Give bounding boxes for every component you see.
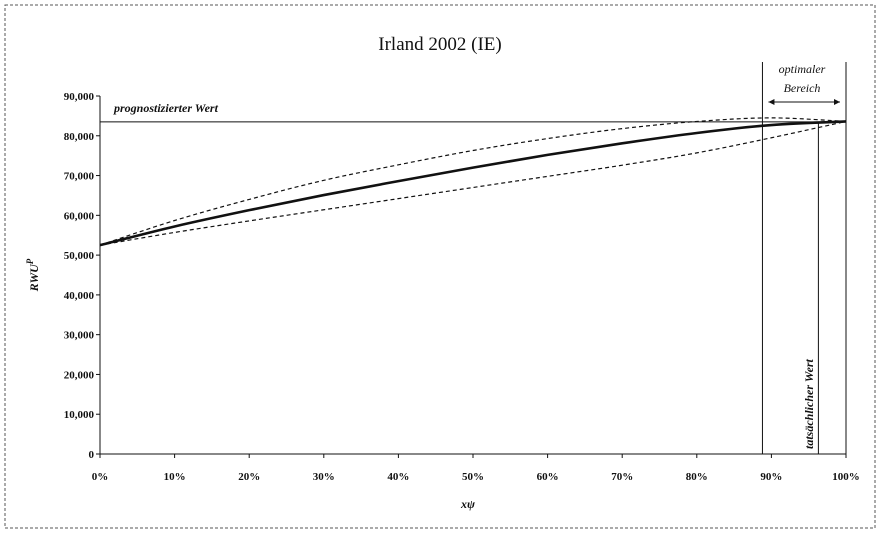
y-tick-label: 80,000 xyxy=(64,131,95,143)
x-tick-label: 10% xyxy=(164,471,186,483)
optimal-range-arrowhead-right xyxy=(834,99,840,105)
annotation-predicted: prognostizierter Wert xyxy=(113,101,219,115)
annotation-actual: tatsächlicher Wert xyxy=(802,358,816,449)
y-tick-label: 30,000 xyxy=(64,330,95,342)
annotation-optimal-line1: optimaler xyxy=(779,62,826,76)
y-tick-label: 20,000 xyxy=(64,369,95,381)
x-tick-label: 60% xyxy=(537,471,559,483)
x-tick-label: 100% xyxy=(832,471,860,483)
y-tick-label: 10,000 xyxy=(64,409,95,421)
y-axis-label: RWUP xyxy=(25,258,41,292)
x-tick-label: 90% xyxy=(760,471,782,483)
x-tick-label: 40% xyxy=(387,471,409,483)
annotation-optimal-line2: Bereich xyxy=(784,81,821,95)
series-line-bound-2 xyxy=(99,120,847,246)
x-tick-label: 0% xyxy=(92,471,109,483)
y-tick-label: 40,000 xyxy=(64,290,95,302)
x-tick-label: 20% xyxy=(238,471,260,483)
optimal-range-arrowhead-left xyxy=(768,99,775,105)
series-line-bound-1 xyxy=(99,117,847,246)
x-axis-label: xψ xyxy=(460,497,476,511)
chart-border xyxy=(4,4,876,529)
reference-lines xyxy=(100,62,847,454)
y-tick-label: 50,000 xyxy=(64,250,95,262)
chart-title: Irland 2002 (IE) xyxy=(378,34,501,55)
x-tick-label: 70% xyxy=(611,471,633,483)
x-ticks: 0% 10% 20% 30% 40% 50% 60% 70% 80% 90% 100% xyxy=(92,454,860,483)
x-tick-label: 30% xyxy=(313,471,335,483)
y-tick-label: 0 xyxy=(89,449,95,461)
y-tick-label: 70,000 xyxy=(64,171,95,183)
y-tick-label: 90,000 xyxy=(64,91,95,103)
x-tick-label: 80% xyxy=(686,471,708,483)
y-ticks: 0 10,000 20,000 30,000 40,000 50,000 60,000 70,… xyxy=(64,91,100,461)
x-tick-label: 50% xyxy=(462,471,484,483)
y-axis-label-sup: P xyxy=(25,258,35,264)
y-tick-label: 60,000 xyxy=(64,210,95,222)
series-line-main xyxy=(99,120,847,247)
y-axis-label-main: RWU xyxy=(27,263,41,292)
series-group xyxy=(99,117,847,247)
